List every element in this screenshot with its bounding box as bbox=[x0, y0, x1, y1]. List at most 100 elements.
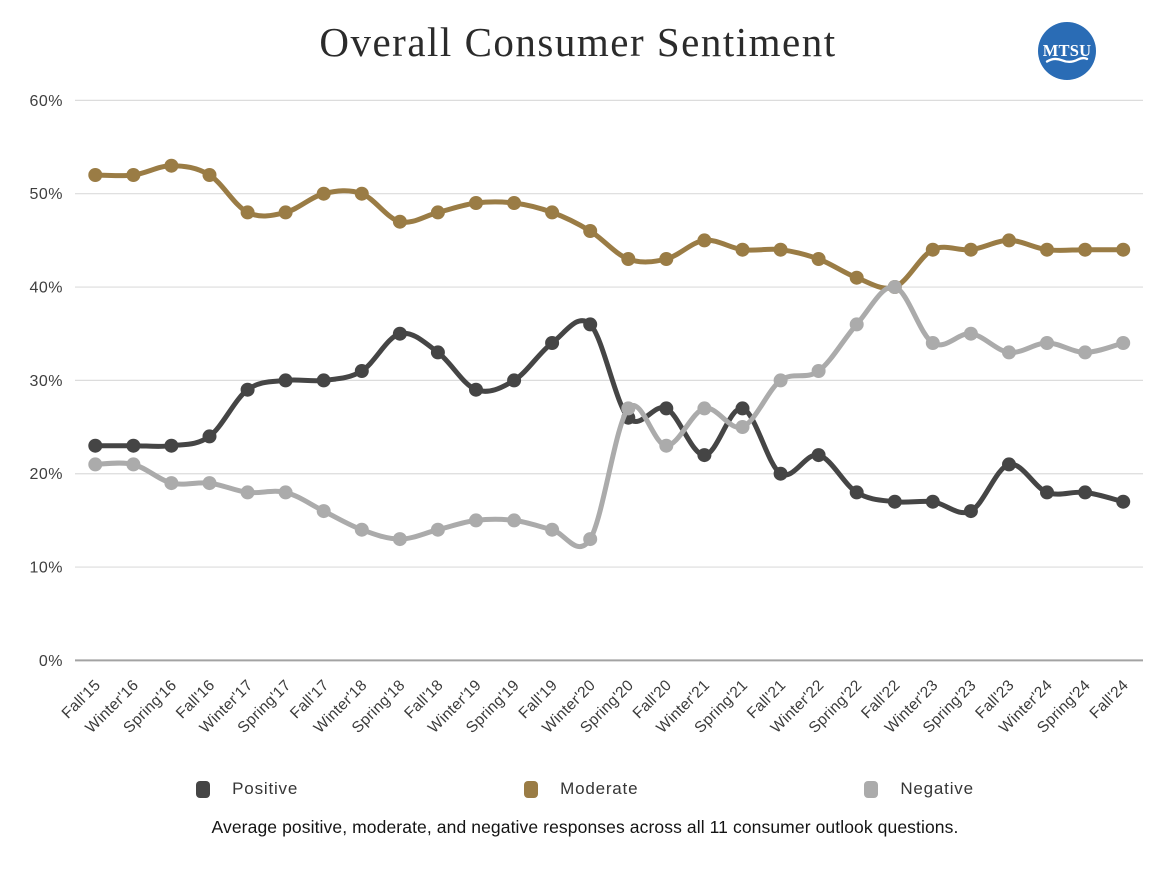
moderate-point bbox=[164, 158, 179, 173]
negative-point bbox=[240, 485, 255, 500]
moderate-point bbox=[469, 196, 483, 210]
negative-point bbox=[697, 401, 712, 416]
negative-point bbox=[354, 522, 369, 537]
positive-point bbox=[126, 438, 141, 453]
positive-point bbox=[354, 364, 369, 378]
moderate-swatch-icon bbox=[524, 780, 539, 798]
moderate-point bbox=[1002, 233, 1016, 248]
mtsu-logo: MTSU bbox=[1038, 22, 1096, 80]
positive-line bbox=[92, 318, 1126, 516]
positive-point bbox=[164, 438, 179, 453]
chart-title: Overall Consumer Sentiment bbox=[319, 19, 837, 65]
moderate-point bbox=[316, 186, 331, 201]
moderate-point bbox=[1040, 242, 1054, 257]
negative-point bbox=[392, 532, 407, 547]
positive-point bbox=[240, 382, 255, 397]
y-tick-label: 40% bbox=[29, 280, 63, 297]
positive-point bbox=[1116, 494, 1131, 509]
positive-point bbox=[316, 373, 331, 388]
positive-point bbox=[430, 345, 445, 360]
negative-point bbox=[507, 513, 522, 528]
negative-point bbox=[773, 373, 788, 388]
negative-point bbox=[469, 513, 483, 528]
negative-point bbox=[1040, 336, 1054, 350]
moderate-point bbox=[545, 205, 560, 220]
moderate-point bbox=[1116, 242, 1131, 257]
moderate-point bbox=[811, 252, 826, 266]
negative-point bbox=[88, 457, 103, 472]
y-tick-label: 50% bbox=[29, 186, 63, 203]
positive-point bbox=[811, 448, 826, 463]
negative-point bbox=[811, 364, 826, 378]
legend-label-negative: Negative bbox=[900, 779, 974, 798]
negative-point bbox=[278, 485, 293, 500]
positive-swatch-icon bbox=[196, 780, 211, 798]
negative-point bbox=[202, 476, 217, 491]
positive-point bbox=[469, 382, 483, 397]
y-tick-label: 20% bbox=[29, 466, 63, 483]
mtsu-logo-circle bbox=[1038, 22, 1096, 80]
legend-item-negative: Negative bbox=[864, 779, 974, 799]
mtsu-logo-text: MTSU bbox=[1043, 41, 1091, 60]
legend-item-positive: Positive bbox=[196, 779, 298, 799]
moderate-point bbox=[507, 196, 522, 210]
moderate-point bbox=[240, 205, 255, 220]
moderate-point bbox=[392, 214, 407, 229]
negative-point bbox=[963, 326, 978, 341]
negative-point bbox=[164, 476, 179, 491]
legend-label-positive: Positive bbox=[232, 779, 299, 798]
negative-point bbox=[316, 504, 331, 519]
positive-point bbox=[925, 494, 940, 509]
chart-canvas: 0%10%20%30%40%50%60%Fall'15Winter'16Spri… bbox=[29, 93, 1143, 737]
negative-point bbox=[621, 401, 636, 416]
moderate-point bbox=[659, 252, 674, 266]
positive-point bbox=[1002, 457, 1016, 472]
moderate-point bbox=[583, 224, 598, 238]
positive-point bbox=[583, 317, 598, 332]
moderate-point bbox=[735, 242, 750, 257]
positive-point bbox=[849, 485, 864, 500]
moderate-line bbox=[92, 163, 1126, 291]
chart-legend: Positive Moderate Negative bbox=[0, 779, 1170, 799]
positive-point bbox=[88, 438, 103, 453]
moderate-point bbox=[773, 242, 788, 257]
moderate-point bbox=[354, 186, 369, 201]
negative-swatch-icon bbox=[864, 780, 879, 798]
y-tick-label: 30% bbox=[29, 373, 63, 390]
positive-point bbox=[545, 336, 560, 350]
positive-point bbox=[887, 494, 902, 509]
positive-point bbox=[659, 401, 674, 416]
positive-point bbox=[963, 504, 978, 519]
moderate-point bbox=[126, 168, 141, 182]
negative-point bbox=[583, 532, 598, 547]
negative-point bbox=[430, 522, 445, 537]
legend-label-moderate: Moderate bbox=[560, 779, 639, 798]
positive-point bbox=[1040, 485, 1054, 500]
positive-point bbox=[697, 448, 712, 463]
negative-point bbox=[887, 280, 902, 294]
positive-point bbox=[735, 401, 750, 416]
negative-point bbox=[849, 317, 864, 332]
moderate-point bbox=[925, 242, 940, 257]
y-tick-label: 10% bbox=[29, 560, 63, 577]
negative-point bbox=[545, 522, 560, 537]
positive-point bbox=[773, 466, 788, 481]
legend-item-moderate: Moderate bbox=[524, 779, 638, 799]
x-tick-label: Fall'24 bbox=[1087, 677, 1133, 723]
moderate-point bbox=[1078, 242, 1093, 257]
moderate-point bbox=[278, 205, 293, 220]
positive-point bbox=[1078, 485, 1093, 500]
y-tick-label: 60% bbox=[29, 93, 63, 110]
negative-point bbox=[735, 420, 750, 434]
negative-point bbox=[925, 336, 940, 350]
negative-point bbox=[1002, 345, 1016, 360]
positive-point bbox=[202, 429, 217, 444]
moderate-point bbox=[621, 252, 636, 266]
mtsu-logo-wave-icon bbox=[1045, 56, 1089, 63]
moderate-point bbox=[202, 168, 217, 182]
moderate-point bbox=[697, 233, 712, 248]
moderate-point bbox=[963, 242, 978, 257]
negative-point bbox=[1078, 345, 1093, 360]
negative-line bbox=[92, 284, 1126, 549]
